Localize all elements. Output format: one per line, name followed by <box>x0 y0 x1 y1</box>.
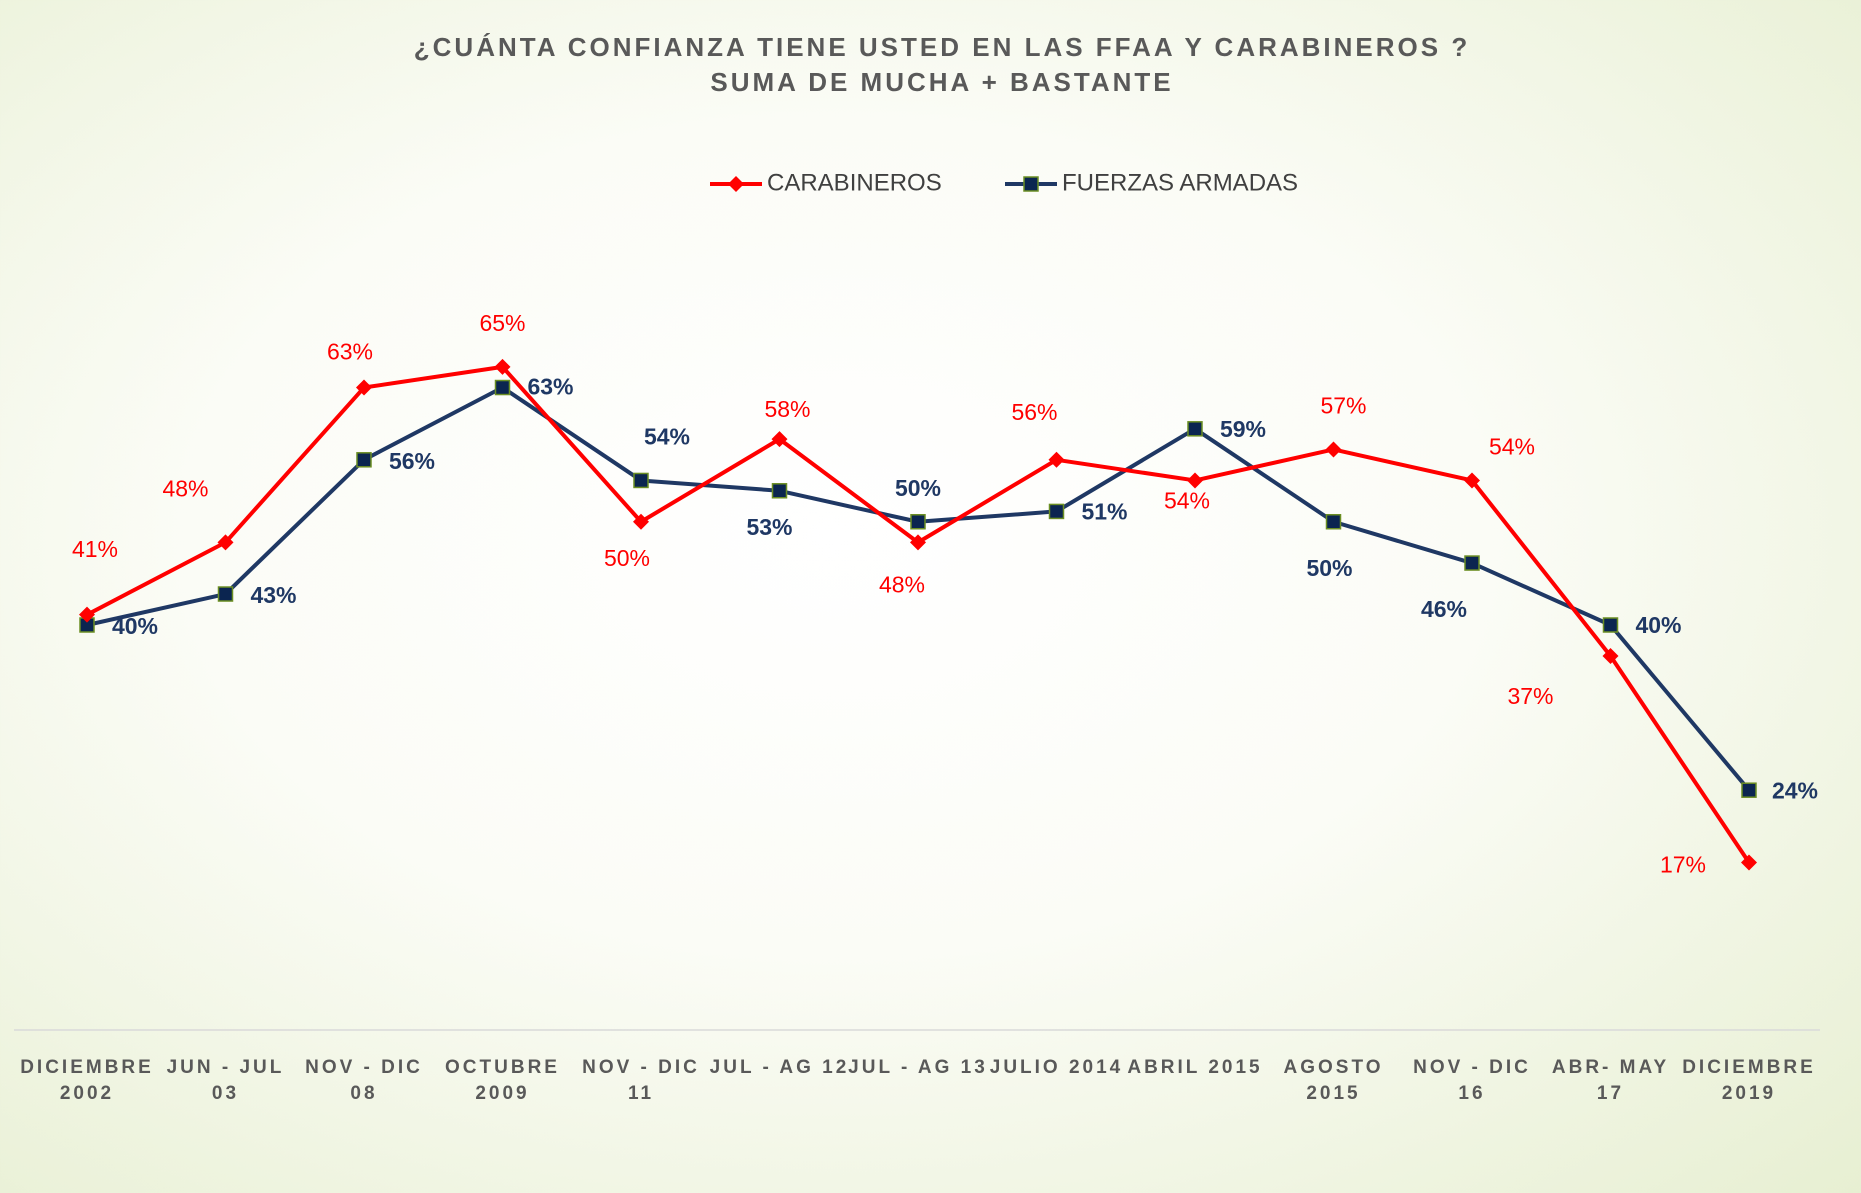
marker <box>1741 782 1757 798</box>
marker <box>633 513 649 530</box>
marker <box>217 534 234 551</box>
x-tick-label: OCTUBRE 2009 <box>445 1057 560 1104</box>
data-label: 63% <box>327 339 373 365</box>
data-label: 37% <box>1507 683 1553 709</box>
marker <box>633 472 649 489</box>
data-label: 50% <box>604 545 650 571</box>
data-label: 46% <box>1421 596 1467 622</box>
data-label: 59% <box>1220 416 1266 442</box>
data-label: 53% <box>746 514 792 540</box>
x-tick-label: JUN - JUL 03 <box>167 1057 285 1104</box>
x-tick-label: DICIEMBRE 2002 <box>20 1057 154 1104</box>
data-label: 56% <box>1011 399 1057 425</box>
marker <box>1602 647 1619 664</box>
marker <box>1325 441 1342 458</box>
x-tick-label: NOV - DIC 11 <box>582 1057 700 1104</box>
data-label: 48% <box>879 571 925 597</box>
data-label: 41% <box>72 536 118 562</box>
marker <box>1602 617 1619 633</box>
marker <box>217 586 234 602</box>
marker <box>1464 555 1480 571</box>
x-tick-label: AGOSTO 2015 <box>1284 1057 1384 1104</box>
x-tick-label: NOV - DIC 08 <box>305 1057 423 1104</box>
marker <box>910 514 926 530</box>
marker <box>1325 514 1342 530</box>
x-tick-label: DICIEMBRE 2019 <box>1682 1057 1816 1104</box>
data-label: 56% <box>389 448 435 474</box>
data-label: 43% <box>250 582 296 608</box>
data-label: 40% <box>1635 612 1681 638</box>
x-tick-label: NOV - DIC 16 <box>1413 1057 1531 1104</box>
data-label: 57% <box>1320 393 1366 419</box>
data-label: 48% <box>162 475 208 501</box>
marker <box>356 379 372 396</box>
x-tick-label: JUL - AG 13 <box>848 1057 988 1078</box>
data-label: 40% <box>112 613 158 639</box>
legend-marker <box>728 176 744 192</box>
marker <box>494 379 511 396</box>
x-tick-label: JUL - AG 12 <box>710 1057 850 1078</box>
marker <box>79 606 95 623</box>
marker <box>1741 854 1757 871</box>
marker <box>1048 503 1065 520</box>
marker <box>771 431 788 448</box>
data-label: 58% <box>764 396 810 422</box>
marker <box>1187 472 1203 489</box>
marker <box>1187 421 1203 437</box>
marker <box>910 534 926 551</box>
legend-label: CARABINEROS <box>767 169 942 196</box>
x-tick-label: ABR- MAY 17 <box>1552 1057 1669 1104</box>
x-tick-label: JULIO 2014 <box>990 1057 1124 1078</box>
marker <box>356 452 372 468</box>
data-label: 54% <box>1164 488 1210 514</box>
data-label: 17% <box>1660 852 1706 878</box>
data-label: 51% <box>1081 499 1127 525</box>
legend-marker <box>1023 176 1039 192</box>
data-label: 63% <box>527 374 573 400</box>
chart-subtitle: SUMA DE MUCHA + BASTANTE <box>710 67 1173 97</box>
chart-title: ¿CUÁNTA CONFIANZA TIENE USTED EN LAS FFA… <box>414 32 1470 62</box>
data-label: 54% <box>1489 434 1535 460</box>
marker <box>1048 451 1065 468</box>
data-label: 50% <box>895 475 941 501</box>
marker <box>494 358 511 375</box>
data-label: 50% <box>1306 555 1352 581</box>
data-label: 65% <box>479 310 525 336</box>
data-label: 24% <box>1772 777 1818 803</box>
marker <box>1464 472 1480 489</box>
x-tick-label: ABRIL 2015 <box>1127 1057 1262 1078</box>
data-label: 54% <box>644 424 690 450</box>
legend-label: FUERZAS ARMADAS <box>1062 169 1298 196</box>
marker <box>771 483 788 499</box>
